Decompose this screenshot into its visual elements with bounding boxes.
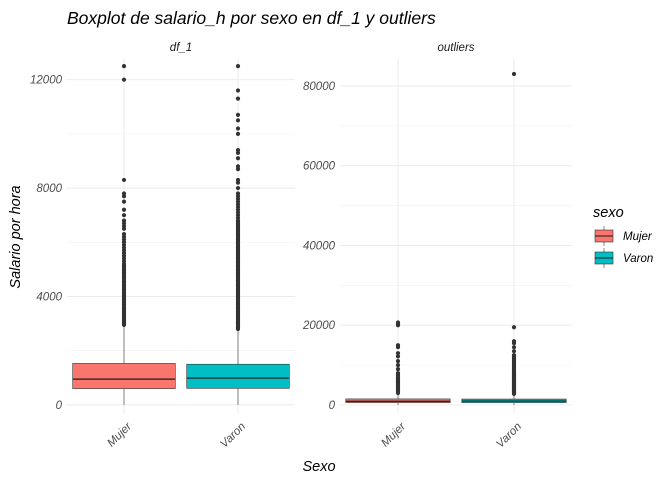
outlier-point (395, 359, 401, 364)
outlier-point (235, 148, 241, 153)
y-tick-label: 20000 (302, 320, 336, 332)
outlier-point (235, 88, 241, 93)
outlier-point (235, 131, 241, 136)
outlier-point (235, 191, 241, 196)
x-tick-label: Mujer (379, 420, 409, 450)
y-tick-label: 0 (329, 400, 336, 412)
y-axis-title: Salario por hora (8, 185, 24, 288)
facet-strip-label: df_1 (170, 42, 192, 54)
outlier-point (235, 164, 241, 169)
y-tick-label: 8000 (36, 183, 62, 195)
outlier-point (395, 363, 401, 368)
panel-outliers: 0 20000 40000 60000 80000 outliers Mujer Varon (302, 42, 572, 451)
outlier-point (235, 126, 241, 131)
box-body (72, 363, 176, 389)
box-mujer (345, 320, 451, 406)
outlier-point (121, 199, 127, 204)
outlier-point (235, 185, 241, 191)
outlier-point (395, 367, 401, 372)
outlier-point (121, 207, 127, 212)
outlier-point (235, 118, 241, 123)
legend-label: Mujer (623, 231, 653, 243)
outlier-point (121, 191, 127, 196)
panel-df_1: 0 4000 8000 12000 df_1 Mujer Varon (30, 42, 295, 451)
outlier-point (395, 320, 401, 325)
chart-panels: 0 4000 8000 12000 df_1 Mujer Varon 0 20000 40000 6… (30, 42, 572, 451)
legend-item-varon: Varon (594, 248, 653, 268)
legend-label: Varon (623, 253, 653, 265)
outlier-point (395, 354, 401, 359)
y-tick-label: 80000 (303, 81, 336, 93)
outlier-point (395, 343, 401, 348)
legend: sexo Mujer Varon (593, 205, 653, 268)
outlier-point (395, 351, 401, 356)
y-tick-label: 12000 (30, 75, 63, 87)
outlier-point (511, 353, 517, 358)
y-tick-label: 0 (56, 400, 63, 412)
outlier-point (121, 64, 127, 69)
legend-item-mujer: Mujer (594, 226, 653, 246)
outlier-point (121, 177, 127, 183)
x-tick-label: Mujer (105, 420, 135, 450)
outlier-point (235, 64, 241, 69)
outlier-point (511, 339, 517, 344)
x-tick-label: Varon (494, 421, 524, 451)
box-body (186, 363, 290, 389)
legend-title: sexo (593, 205, 624, 221)
y-tick-label: 40000 (303, 240, 336, 252)
outlier-point (121, 232, 127, 237)
box-varon (186, 64, 290, 405)
outlier-point (121, 218, 127, 223)
outlier-point (121, 213, 127, 218)
outlier-point (235, 156, 241, 161)
x-axis-title: Sexo (302, 459, 335, 475)
outlier-point (511, 71, 517, 77)
outlier-point (235, 112, 241, 118)
box-mujer (72, 64, 176, 405)
outlier-point (235, 96, 241, 101)
y-tick-label: 60000 (303, 161, 336, 173)
outlier-point (511, 349, 517, 354)
facet-strip-label: outliers (437, 42, 474, 54)
outlier-point (121, 77, 127, 82)
outlier-point (511, 325, 517, 330)
chart-title: Boxplot de salario_h por sexo en df_1 y … (67, 8, 436, 28)
outlier-point (235, 177, 241, 183)
outlier-point (395, 371, 401, 376)
box-varon (461, 71, 567, 406)
outlier-point (511, 345, 517, 350)
x-tick-label: Varon (218, 421, 248, 451)
y-tick-label: 4000 (36, 291, 62, 303)
